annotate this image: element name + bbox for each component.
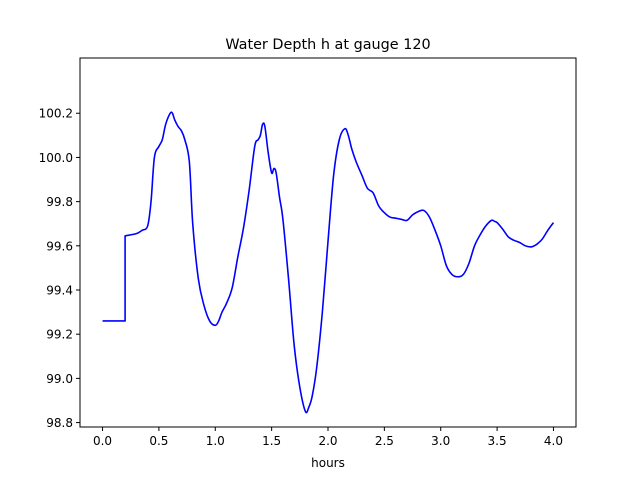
x-tick-label: 3.5 (488, 434, 507, 448)
y-tick-label: 100.2 (39, 107, 73, 121)
y-tick-label: 100.0 (39, 151, 73, 165)
y-tick-label: 98.8 (46, 416, 73, 430)
y-axis-ticks: 98.8 99.0 99.2 99.4 99.6 99.8 100.0 100.2 (39, 107, 80, 430)
chart-title: Water Depth h at gauge 120 (225, 37, 430, 53)
x-tick-label: 4.0 (544, 434, 563, 448)
series-line-0 (102, 111, 555, 414)
plot-area (102, 111, 555, 414)
y-tick-label: 99.8 (46, 195, 73, 209)
x-tick-label: 0.5 (149, 434, 168, 448)
x-tick-label: 2.0 (318, 434, 337, 448)
plot-frame (79, 57, 577, 428)
x-axis-label: hours (311, 456, 345, 470)
y-tick-label: 99.6 (46, 239, 73, 253)
x-tick-label: 2.5 (375, 434, 394, 448)
x-tick-label: 0.0 (93, 434, 112, 448)
x-tick-label: 3.0 (431, 434, 450, 448)
x-tick-label: 1.0 (206, 434, 225, 448)
y-tick-label: 99.2 (46, 328, 73, 342)
x-tick-label: 1.5 (262, 434, 281, 448)
x-axis-ticks: 0.0 0.5 1.0 1.5 2.0 2.5 3.0 3.5 4.0 (93, 427, 563, 448)
y-tick-label: 99.4 (46, 284, 73, 298)
y-tick-label: 99.0 (46, 372, 73, 386)
